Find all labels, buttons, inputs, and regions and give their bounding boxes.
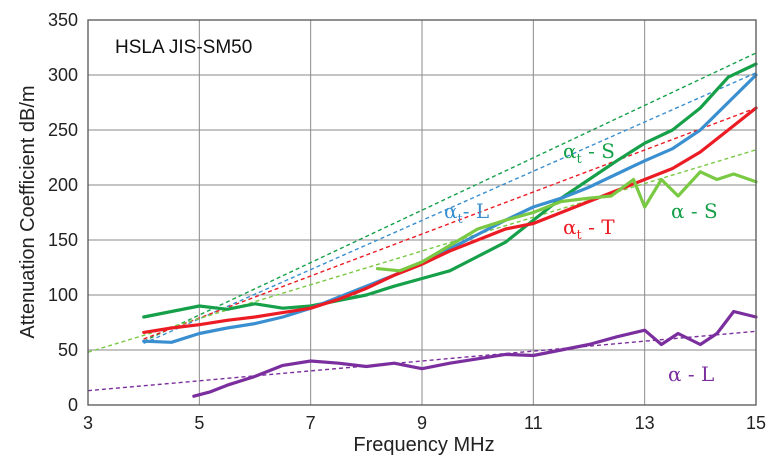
x-tick-labels: 3 5 7 9 11 13 15 [83, 413, 766, 433]
x-tick-label: 9 [417, 413, 427, 433]
series-line-green [142, 62, 758, 319]
x-tick-label: 5 [194, 413, 204, 433]
series-annotations: αt - S αt- L αt - T α - S α - L [444, 139, 718, 386]
y-tick-label: 200 [48, 175, 78, 195]
x-tick-label: 13 [635, 413, 655, 433]
annotation-a-l: α - L [668, 362, 714, 386]
data-series [142, 62, 758, 398]
y-tick-label: 150 [48, 230, 78, 250]
annotation-at-t: αt - T [563, 215, 615, 243]
trend-line-green [143, 52, 757, 342]
x-tick-label: 11 [524, 413, 543, 433]
trend-line-lightgreen [87, 149, 757, 353]
y-tick-label: 300 [48, 65, 78, 85]
y-tick-label: 250 [48, 120, 78, 140]
x-tick-label: 7 [306, 413, 316, 433]
x-axis-label: Frequency MHz [353, 434, 494, 456]
annotation-at-l: αt- L [444, 199, 489, 227]
plot-frame [87, 19, 757, 406]
annotation-a-s: α - S [671, 199, 718, 223]
series-line-red [142, 106, 758, 334]
x-tick-label: 15 [746, 413, 766, 433]
y-tick-label: 350 [48, 10, 78, 30]
y-tick-label: 50 [58, 340, 78, 360]
y-tick-label: 0 [68, 395, 78, 415]
series-line-purple [192, 309, 758, 398]
y-tick-labels: 0 50 100 150 200 250 300 350 [48, 10, 78, 415]
y-axis-label: Attenuation Coefficient dB/m [17, 85, 39, 338]
series-line-lightgreen [375, 170, 758, 273]
x-tick-label: 3 [83, 413, 93, 433]
chart-title: HSLA JIS-SM50 [115, 37, 252, 58]
annotation-at-s: αt - S [563, 139, 615, 167]
y-tick-label: 100 [48, 285, 78, 305]
series-line-blue [142, 73, 758, 344]
trend-lines [87, 52, 757, 392]
